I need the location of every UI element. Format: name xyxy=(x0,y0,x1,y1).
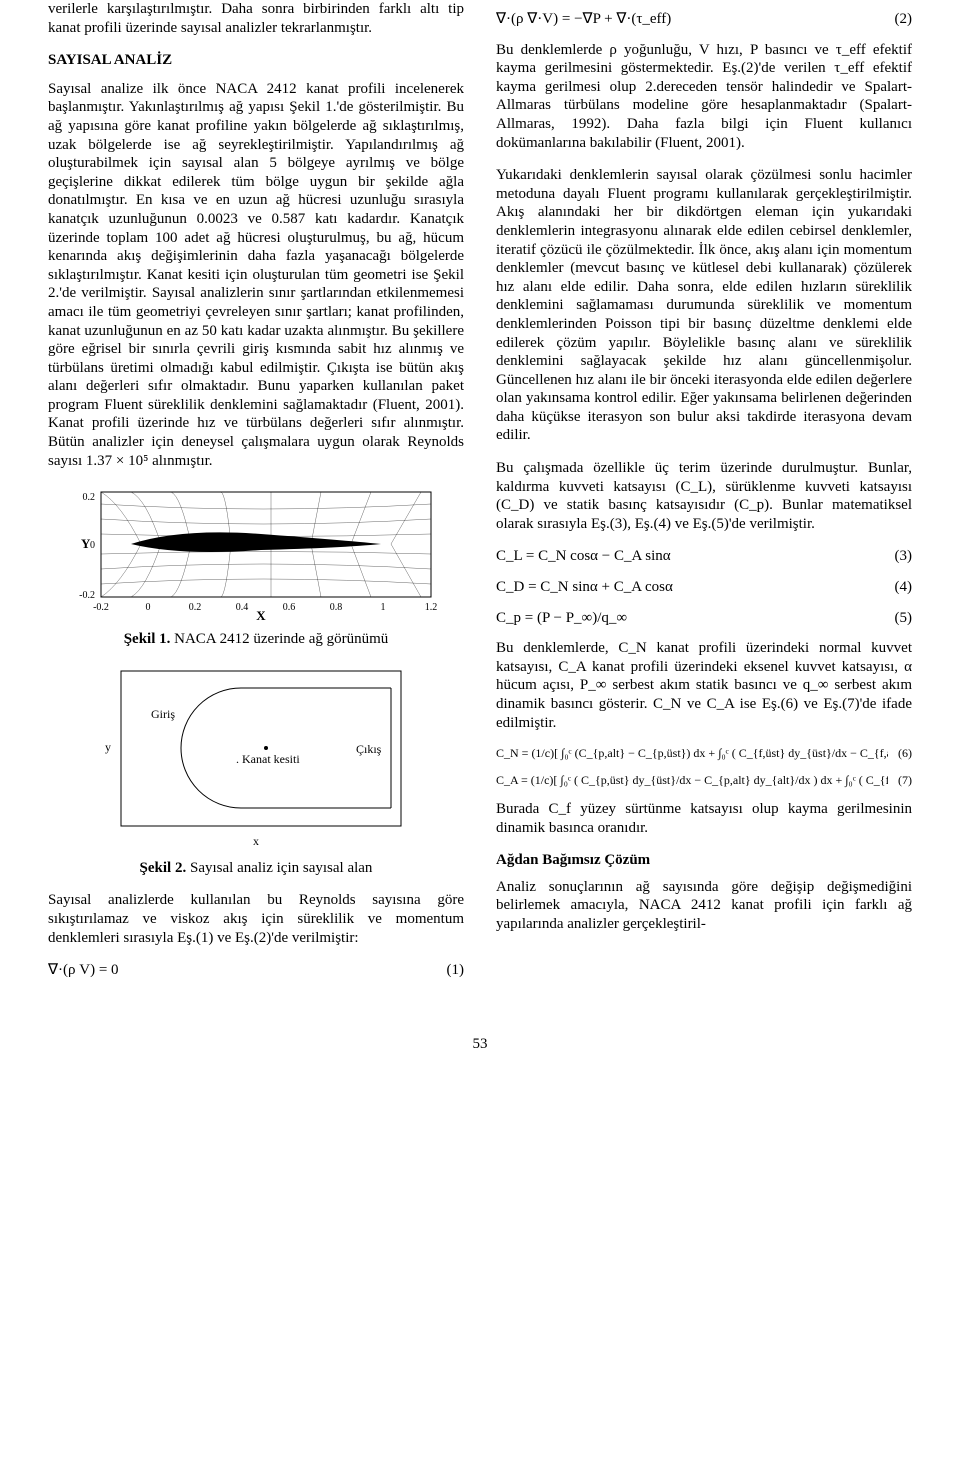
equation-5: C_p = (P − P_∞)/q_∞ (5) xyxy=(496,609,912,628)
eq5-body: C_p = (P − P_∞)/q_∞ xyxy=(496,609,885,628)
eq7-num: (7) xyxy=(898,773,912,788)
eq7-body: C_A = (1/c)[ ∫₀ᶜ ( C_{p,üst} dy_{üst}/dx… xyxy=(496,773,888,788)
svg-text:1: 1 xyxy=(381,602,386,613)
eq2-num: (2) xyxy=(895,10,913,29)
para-l2: Sayısal analize ilk önce NACA 2412 kanat… xyxy=(48,80,464,470)
svg-text:Giriş: Giriş xyxy=(151,707,175,721)
equation-7: C_A = (1/c)[ ∫₀ᶜ ( C_{p,üst} dy_{üst}/dx… xyxy=(496,773,912,788)
fig1-cap-bold: Şekil 1. xyxy=(124,631,171,647)
subhead-agdan: Ağdan Bağımsız Çözüm xyxy=(496,851,912,870)
right-column: ∇·(ρ ∇·V) = −∇P + ∇·(τ_eff) (2) Bu denkl… xyxy=(496,0,912,992)
svg-text:-0.2: -0.2 xyxy=(79,590,95,601)
equation-1: ∇·(ρ V) = 0 (1) xyxy=(48,961,464,980)
svg-text:0: 0 xyxy=(146,602,151,613)
para-r1: Bu denklemlerde ρ yoğunluğu, V hızı, P b… xyxy=(496,41,912,153)
eq6-body: C_N = (1/c)[ ∫₀ᶜ (C_{p,alt} − C_{p,üst})… xyxy=(496,746,888,761)
eq1-num: (1) xyxy=(447,961,465,980)
eq4-body: C_D = C_N sinα + C_A cosα xyxy=(496,578,885,597)
para-l1: verilerle karşılaştırılmıştır. Daha sonr… xyxy=(48,0,464,37)
equation-4: C_D = C_N sinα + C_A cosα (4) xyxy=(496,578,912,597)
svg-text:-0.2: -0.2 xyxy=(93,602,109,613)
eq1-body: ∇·(ρ V) = 0 xyxy=(48,961,437,980)
svg-text:0.8: 0.8 xyxy=(330,602,343,613)
svg-text:. Kanat kesiti: . Kanat kesiti xyxy=(236,752,300,766)
svg-text:1.2: 1.2 xyxy=(425,602,438,613)
page-number: 53 xyxy=(0,1032,960,1053)
fig2-cap-rest: Sayısal analiz için sayısal alan xyxy=(186,860,372,876)
fig1-cap-rest: NACA 2412 üzerinde ağ görünümü xyxy=(170,631,388,647)
para-r5: Burada C_f yüzey sürtünme katsayısı olup… xyxy=(496,800,912,837)
fig2-caption: Şekil 2. Sayısal analiz için sayısal ala… xyxy=(48,859,464,878)
svg-text:0.2: 0.2 xyxy=(189,602,202,613)
mesh-plot-icon: Y X 0.2 0 -0.2 -0.2 0 0.2 0.4 0.6 0.8 1 … xyxy=(61,484,451,624)
para-r4: Bu denklemlerde, C_N kanat profili üzeri… xyxy=(496,639,912,732)
fig1-caption: Şekil 1. NACA 2412 üzerinde ağ görünümü xyxy=(48,630,464,649)
eq6-num: (6) xyxy=(898,746,912,761)
svg-text:x: x xyxy=(253,834,259,848)
fig2-cap-bold: Şekil 2. xyxy=(140,860,187,876)
svg-text:Çıkış: Çıkış xyxy=(356,742,382,756)
equation-2: ∇·(ρ ∇·V) = −∇P + ∇·(τ_eff) (2) xyxy=(496,10,912,29)
left-column: verilerle karşılaştırılmıştır. Daha sonr… xyxy=(48,0,464,992)
svg-text:0.6: 0.6 xyxy=(283,602,296,613)
para-l3: Sayısal analizlerde kullanılan bu Reynol… xyxy=(48,891,464,947)
para-r3: Bu çalışmada özellikle üç terim üzerinde… xyxy=(496,459,912,533)
svg-text:y: y xyxy=(105,740,111,754)
equation-6: C_N = (1/c)[ ∫₀ᶜ (C_{p,alt} − C_{p,üst})… xyxy=(496,746,912,761)
svg-text:0.4: 0.4 xyxy=(236,602,249,613)
svg-text:0: 0 xyxy=(90,540,95,551)
figure-1: Y X 0.2 0 -0.2 -0.2 0 0.2 0.4 0.6 0.8 1 … xyxy=(48,484,464,624)
svg-text:0.2: 0.2 xyxy=(83,492,96,503)
fig1-xlabel: X xyxy=(256,608,266,623)
figure-2: Giriş . Kanat kesiti Çıkış y x xyxy=(48,663,464,853)
eq2-body: ∇·(ρ ∇·V) = −∇P + ∇·(τ_eff) xyxy=(496,10,885,29)
eq5-num: (5) xyxy=(895,609,913,628)
equation-3: C_L = C_N cosα − C_A sinα (3) xyxy=(496,547,912,566)
para-r2: Yukarıdaki denklemlerin sayısal olarak ç… xyxy=(496,166,912,445)
para-r6: Analiz sonuçlarının ağ sayısında göre de… xyxy=(496,878,912,934)
section-head-sayisal: SAYISAL ANALİZ xyxy=(48,51,464,70)
eq3-body: C_L = C_N cosα − C_A sinα xyxy=(496,547,885,566)
domain-plot-icon: Giriş . Kanat kesiti Çıkış y x xyxy=(91,663,421,853)
eq3-num: (3) xyxy=(895,547,913,566)
eq4-num: (4) xyxy=(895,578,913,597)
